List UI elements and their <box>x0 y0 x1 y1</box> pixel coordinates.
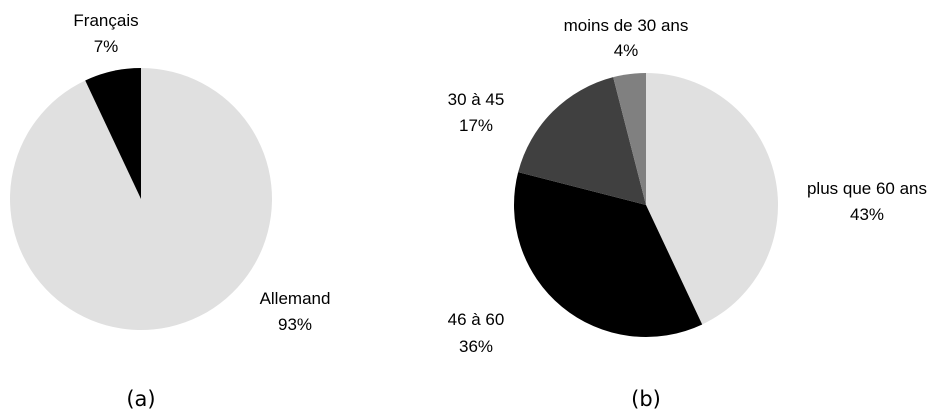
pie-a-slices <box>10 68 273 330</box>
pie-b-label-plus-60: plus que 60 ans <box>807 179 927 198</box>
pie-chart-a: Français 7% Allemand 93% (a) <box>10 11 330 411</box>
pie-a-slice-allemand <box>10 68 273 330</box>
pie-b-value-30-45: 17% <box>459 116 493 135</box>
pie-b-label-moins-30: moins de 30 ans <box>564 16 689 35</box>
pie-b-value-plus-60: 43% <box>850 205 884 224</box>
caption-b: (b) <box>631 387 661 411</box>
pie-b-label-30-45: 30 à 45 <box>448 90 505 109</box>
pie-b-slice-46-a-60 <box>514 172 703 338</box>
pie-b-slice-plus-que-60-ans <box>646 73 779 325</box>
pie-a-label-francais: Français <box>73 11 138 30</box>
pie-a-value-francais: 7% <box>94 37 119 56</box>
pie-b-value-moins-30: 4% <box>614 41 639 60</box>
pie-b-value-46-60: 36% <box>459 337 493 356</box>
pie-b-slice-30-a-45 <box>518 77 646 205</box>
pie-b-slices <box>514 73 779 338</box>
pie-a-label-allemand: Allemand <box>260 289 331 308</box>
pie-a-slice-francais <box>85 68 141 199</box>
caption-a: (a) <box>126 387 155 411</box>
pie-chart-b: moins de 30 ans 4% 30 à 45 17% plus que … <box>448 16 927 411</box>
pie-b-label-46-60: 46 à 60 <box>448 310 505 329</box>
pie-a-value-allemand: 93% <box>278 315 312 334</box>
pie-b-slice-moins-de-30-ans <box>613 73 646 205</box>
